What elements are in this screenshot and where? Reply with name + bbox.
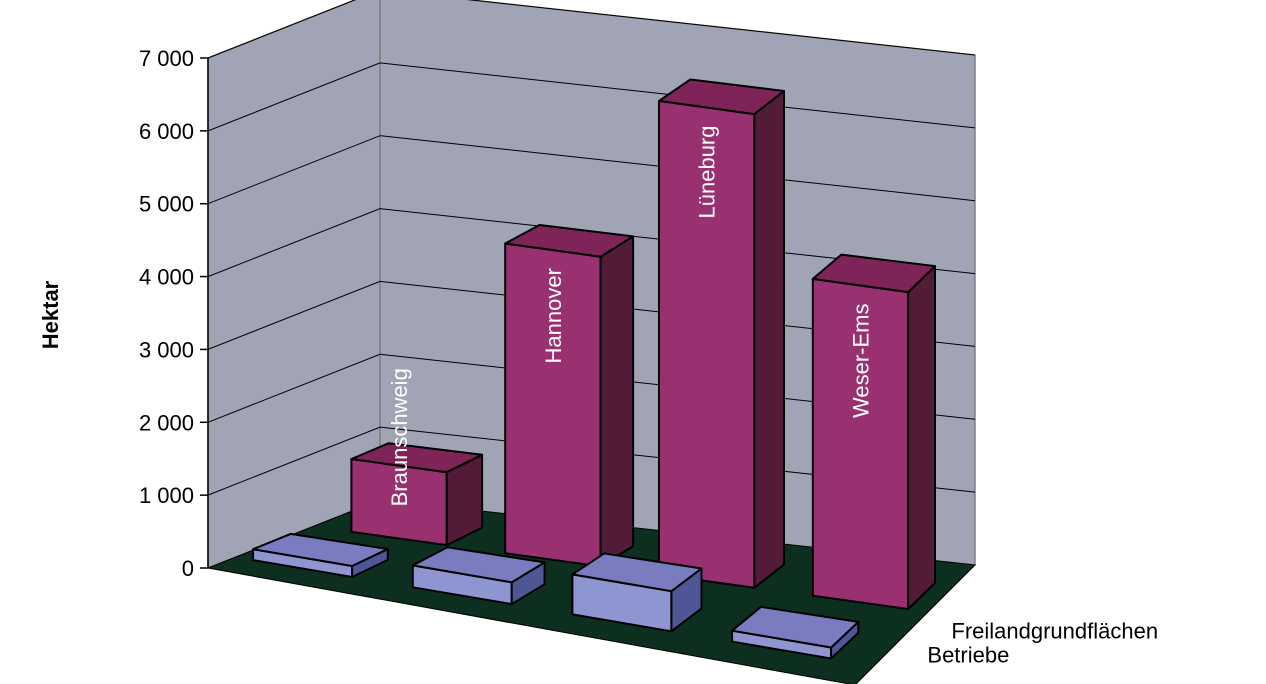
bar-top-face [811,253,936,294]
gridline [207,0,976,59]
y-axis: 0 1 000 2 000 3 000 4 000 5 000 6 000 7 000 [139,46,209,581]
y-tick-label: 6 000 [139,119,194,144]
bar-top-face [350,442,484,474]
labels: Braunschweig Hannover Lüneburg Weser-Ems Fre… [387,126,1158,668]
y-tick-label: 3 000 [139,337,194,362]
y-axis-title: Hektar [38,280,63,349]
bar-side-face [907,265,936,610]
bar-side-face [753,90,785,589]
bar-betriebe-3 [731,605,860,660]
category-label: Lüneburg [695,126,720,219]
y-tick-label: 0 [182,556,194,581]
y-tick-label: 1 000 [139,483,194,508]
bar-top-face [571,552,703,593]
bar-freiland-1 [504,224,635,568]
y-tick-label: 2 000 [139,410,194,435]
y-tick-label: 4 000 [139,265,194,290]
y-tick-label: 5 000 [139,192,194,217]
bar-top-face [658,78,785,116]
series-label-betriebe: Betriebe [927,643,1009,668]
bar-top-face [411,546,546,584]
series-label-freiland: Freilandgrundflächen [951,619,1158,644]
y-tick-label: 7 000 [139,46,194,71]
bar-freiland-0 [350,442,484,547]
category-label: Hannover [541,268,566,363]
bar-top-face [252,532,389,567]
category-label: Braunschweig [387,368,412,506]
bar-betriebe-0 [252,532,389,578]
bar-top-face [731,605,860,649]
bar-top-face [504,224,635,258]
bar-betriebe-1 [411,546,546,606]
bars [252,78,936,660]
bar-freiland-3 [811,253,936,610]
bar-freiland-2 [658,78,785,589]
bar-betriebe-2 [571,552,703,633]
category-label: Weser-Ems [849,304,874,419]
bar-side-face [599,235,635,568]
